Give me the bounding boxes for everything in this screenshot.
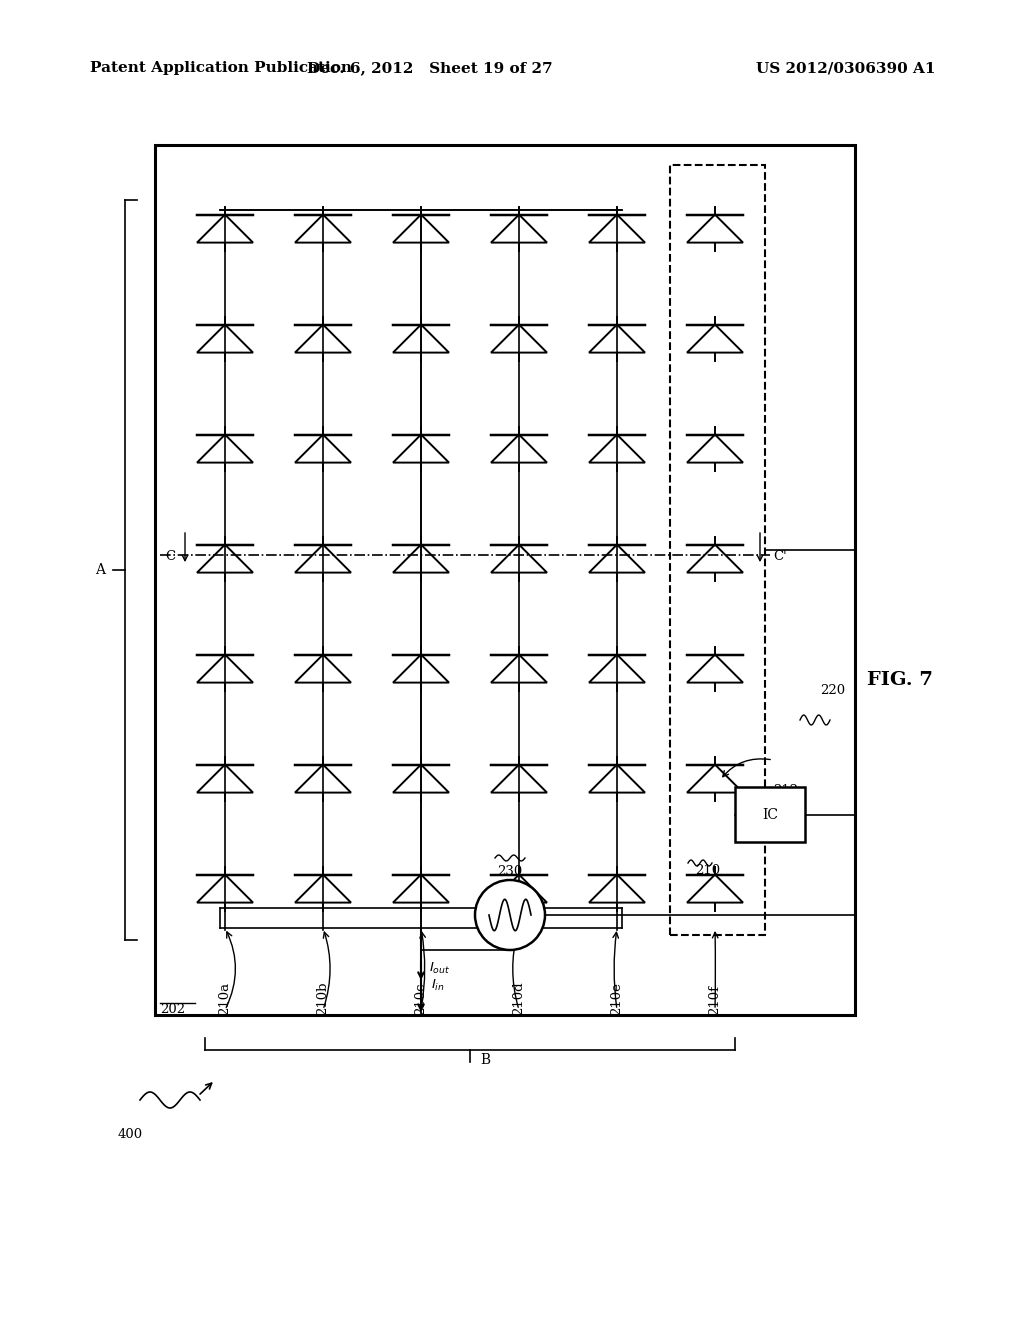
- Text: Patent Application Publication: Patent Application Publication: [90, 61, 352, 75]
- Text: 400: 400: [118, 1129, 143, 1142]
- Text: 210e: 210e: [610, 982, 624, 1015]
- Text: 210d: 210d: [512, 981, 525, 1015]
- Text: 230: 230: [498, 865, 522, 878]
- Text: IC: IC: [762, 808, 778, 822]
- Text: 212: 212: [773, 784, 798, 796]
- Bar: [155, 145, 855, 1015]
- Text: 210f: 210f: [709, 985, 722, 1015]
- Text: US 2012/0306390 A1: US 2012/0306390 A1: [756, 61, 935, 75]
- Circle shape: [475, 880, 545, 950]
- Text: 210c: 210c: [415, 982, 427, 1015]
- Text: 210a: 210a: [218, 982, 231, 1015]
- Text: 202: 202: [160, 1003, 185, 1016]
- Text: 220: 220: [820, 684, 845, 697]
- Text: C': C': [773, 550, 786, 564]
- Text: Dec. 6, 2012   Sheet 19 of 27: Dec. 6, 2012 Sheet 19 of 27: [307, 61, 553, 75]
- Text: FIG. 7: FIG. 7: [867, 671, 933, 689]
- Text: C: C: [165, 550, 175, 564]
- Text: 210b: 210b: [316, 982, 330, 1015]
- Bar: [735, 787, 805, 842]
- Text: $I_{in}$: $I_{in}$: [431, 977, 444, 993]
- Text: A: A: [95, 564, 105, 577]
- Text: 210: 210: [695, 863, 720, 876]
- Text: $I_{out}$: $I_{out}$: [429, 961, 451, 975]
- Text: B: B: [480, 1053, 490, 1067]
- Bar: [670, 165, 765, 935]
